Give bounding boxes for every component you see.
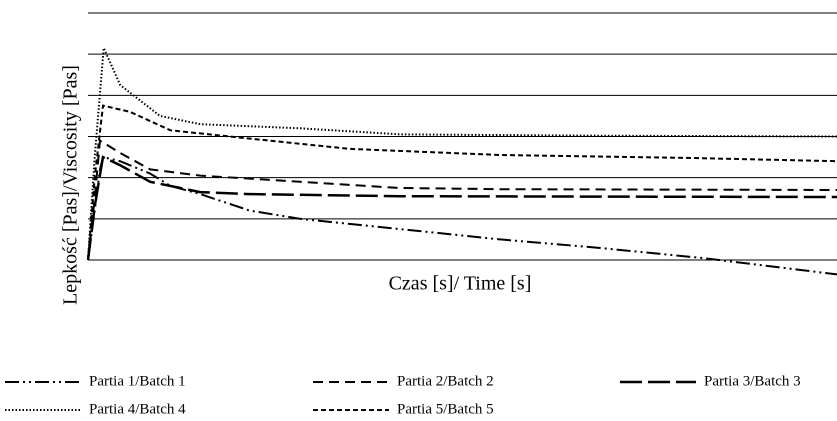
line-series	[87, 47, 837, 261]
y-axis-label: Lepkość [Pas]/Viscosity [Pas]	[60, 65, 82, 305]
line-series	[87, 138, 837, 261]
legend-label: Partia 5/Batch 5	[397, 401, 494, 417]
legend-label: Partia 3/Batch 3	[704, 373, 801, 389]
line-series	[86, 155, 837, 261]
legend-label: Partia 2/Batch 2	[397, 373, 494, 389]
legend-label: Partia 4/Batch 4	[89, 401, 186, 417]
x-axis-label: Czas [s]/ Time [s]	[389, 273, 532, 295]
line-series	[87, 104, 837, 261]
legend-label: Partia 1/Batch 1	[89, 373, 186, 389]
